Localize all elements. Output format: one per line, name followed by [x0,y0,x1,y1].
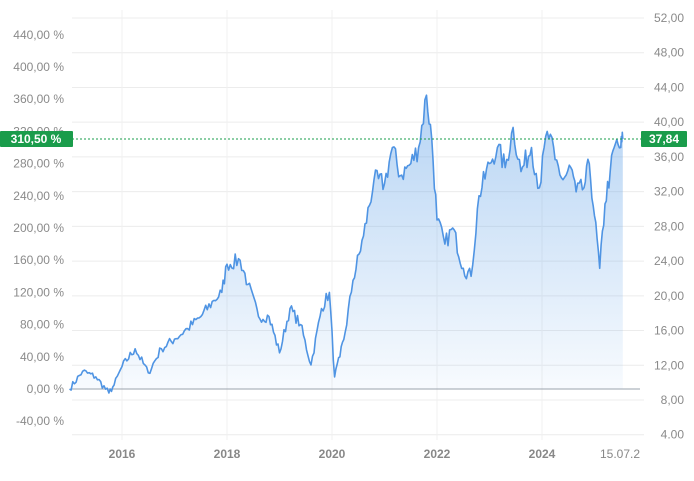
x-axis-tick-labels: 2016 2018 2020 2022 2024 15.07.2 [109,447,641,461]
right-tick-label: 52,00 [654,11,684,25]
right-tick-label: 4.00 [661,428,685,442]
series-area-fill [69,95,623,393]
left-tick-label: 440,00 % [13,28,64,42]
left-tick-label: 160,00 % [13,253,64,267]
current-price-badge: 37,84 [641,131,687,148]
series-line [69,94,624,394]
x-tick-label: 2020 [319,447,346,461]
left-tick-label: 0,00 % [27,382,65,396]
x-tick-label: 2016 [109,447,136,461]
x-tick-label: 2018 [214,447,241,461]
x-tick-label: 2022 [424,447,451,461]
right-tick-label: 12,00 [654,358,684,372]
x-tick-label: 2024 [529,447,556,461]
right-tick-label: 24,00 [654,254,684,268]
right-tick-label: 44,00 [654,80,684,94]
current-percent-label: 310,50 % [11,132,62,146]
left-tick-label: 240,00 % [13,189,64,203]
left-tick-label: 400,00 % [13,60,64,74]
right-tick-label: 36,00 [654,150,684,164]
left-tick-label: 40,00 % [20,350,64,364]
x-tick-label: 15.07.2 [600,447,640,461]
left-axis-tick-labels: -40,00 % 0,00 % 40,00 % 80,00 % 120,00 % 160,… [13,28,64,428]
left-tick-label: 360,00 % [13,92,64,106]
right-tick-label: 32,00 [654,185,684,199]
right-tick-label: 40,00 [654,115,684,129]
left-tick-label: 80,00 % [20,318,64,332]
left-tick-label: 120,00 % [13,285,64,299]
right-tick-label: 20,00 [654,289,684,303]
current-percent-badge: 310,50 % [0,131,73,148]
left-tick-label: 200,00 % [13,221,64,235]
right-tick-label: 28,00 [654,219,684,233]
right-tick-label: 8,00 [661,393,685,407]
current-price-label: 37,84 [649,132,679,146]
right-axis-tick-labels: 4.00 8,00 12,00 16,00 20,00 24,00 28,00 32,00 36… [654,11,684,442]
right-tick-label: 48,00 [654,46,684,60]
left-tick-label: -40,00 % [16,414,64,428]
right-tick-label: 16,00 [654,324,684,338]
left-tick-label: 280,00 % [13,157,64,171]
